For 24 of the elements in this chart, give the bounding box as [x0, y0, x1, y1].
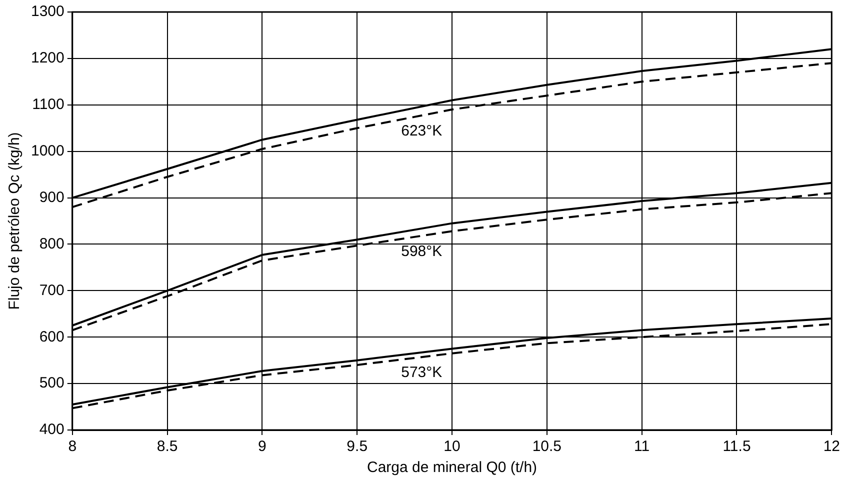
y-tick-label: 1200 — [30, 50, 64, 67]
y-tick-label: 1300 — [30, 3, 64, 20]
x-tick-label: 11.5 — [722, 438, 751, 456]
x-axis-title: Carga de mineral Q0 (t/h) — [366, 459, 538, 476]
x-tick-label: 10.5 — [532, 438, 562, 456]
y-tick-label: 800 — [39, 235, 64, 252]
y-tick-label: 500 — [39, 374, 64, 392]
x-tick-label: 8 — [68, 438, 77, 456]
y-tick-label: 600 — [39, 328, 64, 346]
x-tick-label: 12 — [823, 438, 840, 456]
x-tick-label: 8.5 — [156, 438, 178, 456]
y-tick-label: 1100 — [32, 96, 64, 114]
y-tick-label: 400 — [39, 421, 64, 438]
y-tick-label: 1000 — [30, 142, 64, 160]
x-tick-label: 10 — [444, 438, 460, 456]
y-tick-label: 900 — [39, 188, 64, 206]
x-tick-label: 9.5 — [346, 438, 368, 456]
series-label: 573°K — [401, 364, 442, 382]
y-tick-label: 700 — [39, 282, 64, 299]
x-tick-label: 9 — [258, 438, 266, 456]
x-tick-label: 11 — [634, 438, 650, 456]
y-axis-title: Flujo de petróleo Qc (kg/h) — [6, 132, 24, 310]
series-label: 598°K — [401, 242, 442, 260]
series-label: 623°K — [401, 122, 442, 140]
